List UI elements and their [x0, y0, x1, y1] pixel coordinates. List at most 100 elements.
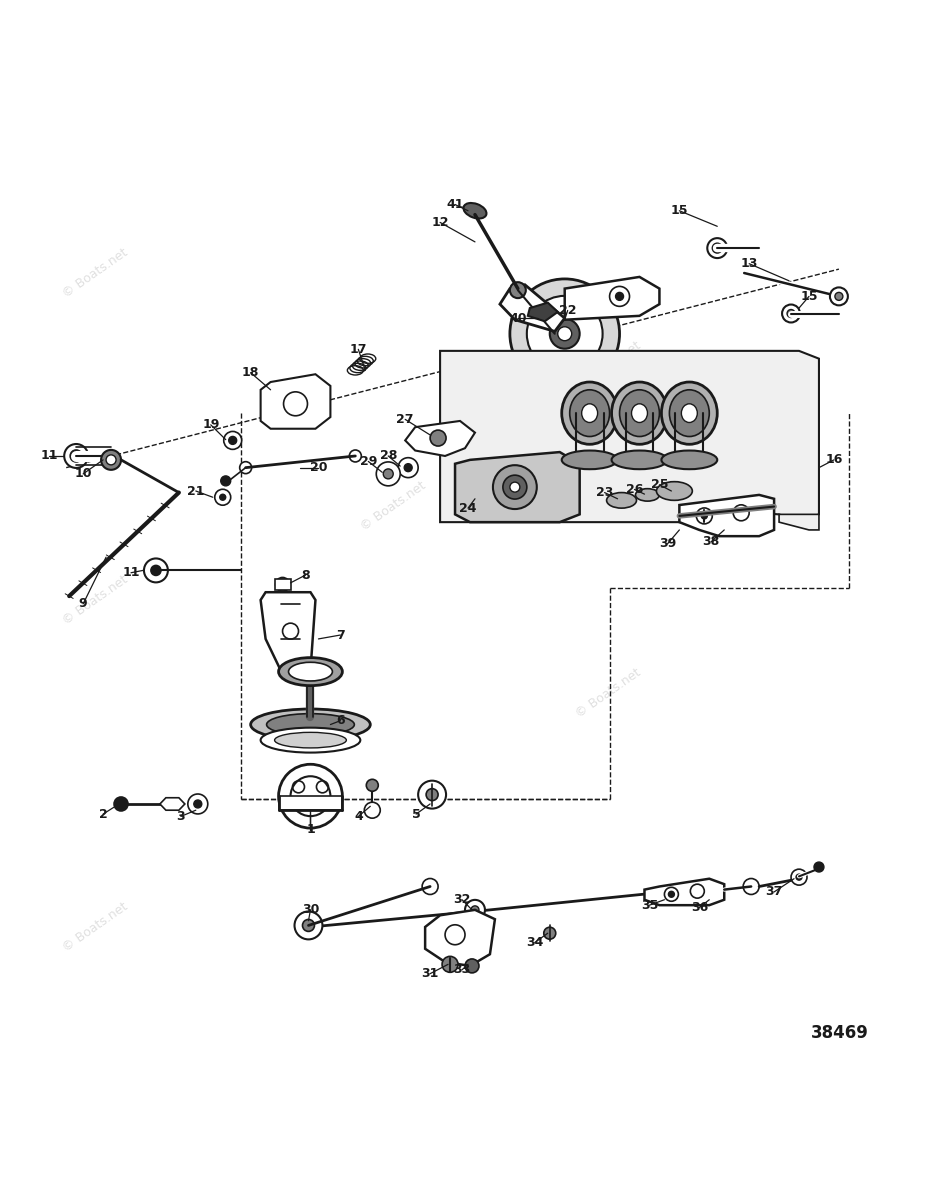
Circle shape [65, 444, 88, 468]
Polygon shape [404, 421, 475, 456]
Text: 21: 21 [187, 485, 204, 498]
Ellipse shape [631, 404, 647, 422]
Circle shape [796, 874, 801, 880]
Circle shape [711, 244, 722, 253]
Circle shape [471, 906, 478, 914]
Polygon shape [274, 578, 290, 590]
Ellipse shape [611, 450, 666, 469]
Text: 4: 4 [354, 810, 362, 823]
Circle shape [278, 764, 342, 828]
Circle shape [426, 788, 438, 800]
Polygon shape [260, 593, 315, 678]
Text: 11: 11 [122, 566, 139, 580]
Circle shape [114, 797, 128, 811]
Circle shape [224, 432, 241, 449]
Text: © Boats.net: © Boats.net [573, 666, 643, 721]
Polygon shape [278, 796, 342, 810]
Polygon shape [679, 494, 773, 536]
Circle shape [509, 282, 525, 298]
Circle shape [733, 505, 749, 521]
Circle shape [782, 305, 799, 323]
Text: © Boats.net: © Boats.net [60, 246, 130, 300]
Ellipse shape [661, 382, 716, 444]
Circle shape [786, 310, 794, 318]
Circle shape [364, 803, 380, 818]
Circle shape [543, 928, 555, 940]
Ellipse shape [288, 662, 332, 680]
Text: 41: 41 [446, 198, 463, 211]
Circle shape [790, 869, 806, 886]
Circle shape [151, 565, 161, 576]
Text: 19: 19 [202, 419, 219, 431]
Circle shape [526, 296, 602, 372]
Text: 8: 8 [300, 569, 310, 582]
Ellipse shape [668, 390, 709, 437]
Ellipse shape [561, 382, 617, 444]
Text: 15: 15 [670, 204, 687, 217]
Ellipse shape [581, 404, 597, 422]
Text: 13: 13 [739, 257, 757, 270]
Ellipse shape [619, 390, 659, 437]
Circle shape [690, 884, 704, 898]
Circle shape [700, 512, 707, 518]
Circle shape [503, 475, 526, 499]
Ellipse shape [274, 732, 346, 748]
Text: 26: 26 [625, 482, 642, 496]
Text: 2: 2 [98, 808, 108, 821]
Ellipse shape [463, 203, 486, 218]
Text: 37: 37 [765, 886, 782, 899]
Text: 36: 36 [690, 901, 708, 914]
Ellipse shape [680, 404, 696, 422]
Circle shape [101, 450, 121, 470]
Circle shape [829, 288, 847, 305]
Ellipse shape [661, 450, 716, 469]
Circle shape [403, 463, 412, 472]
Ellipse shape [569, 390, 609, 437]
Ellipse shape [260, 727, 360, 752]
Polygon shape [644, 878, 724, 905]
Text: 30: 30 [301, 904, 319, 917]
Ellipse shape [267, 714, 354, 736]
Text: 39: 39 [658, 538, 675, 551]
Circle shape [492, 466, 536, 509]
Text: 28: 28 [379, 450, 397, 462]
Circle shape [187, 794, 208, 814]
Circle shape [509, 482, 519, 492]
Circle shape [398, 457, 417, 478]
Text: 23: 23 [595, 486, 613, 499]
Circle shape [417, 781, 446, 809]
Text: © Boats.net: © Boats.net [60, 572, 130, 628]
Text: 18: 18 [241, 366, 259, 379]
Text: 38: 38 [702, 535, 719, 548]
Circle shape [376, 462, 400, 486]
Circle shape [557, 326, 571, 341]
Text: 1: 1 [306, 823, 314, 836]
Ellipse shape [561, 450, 617, 469]
Circle shape [664, 887, 678, 901]
Text: 34: 34 [525, 936, 543, 949]
Circle shape [609, 287, 629, 306]
Circle shape [464, 900, 485, 920]
Text: 16: 16 [825, 454, 841, 467]
Text: 15: 15 [799, 290, 817, 302]
Ellipse shape [656, 481, 692, 500]
Ellipse shape [606, 492, 636, 508]
Text: © Boats.net: © Boats.net [573, 340, 643, 394]
Circle shape [464, 959, 478, 973]
Text: 31: 31 [421, 967, 438, 980]
Circle shape [106, 455, 116, 464]
Text: 38469: 38469 [810, 1024, 868, 1042]
Polygon shape [500, 284, 564, 331]
Circle shape [834, 293, 842, 300]
Ellipse shape [635, 488, 659, 502]
Text: 25: 25 [650, 479, 667, 491]
Ellipse shape [251, 709, 370, 740]
Circle shape [667, 892, 674, 898]
Circle shape [366, 779, 378, 791]
Polygon shape [440, 350, 818, 522]
Circle shape [509, 278, 619, 389]
Text: 7: 7 [336, 629, 344, 642]
Polygon shape [160, 798, 184, 810]
Circle shape [275, 577, 289, 592]
Text: 20: 20 [310, 461, 327, 474]
